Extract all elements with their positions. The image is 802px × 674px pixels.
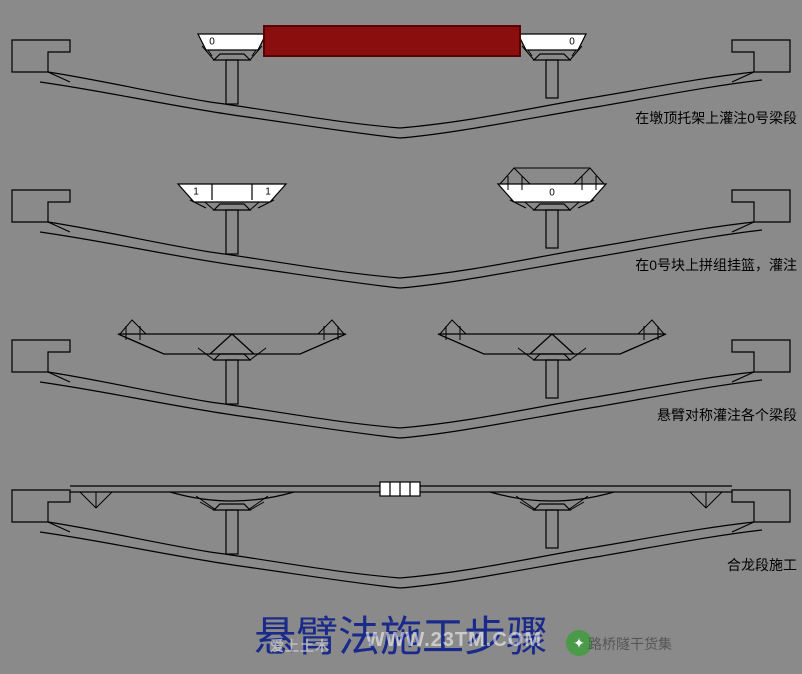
stage-2: 1 1 0: [0, 160, 802, 300]
stage-2-caption: 在0号块上拼组挂篮，灌注: [635, 255, 797, 275]
stage-4: [0, 460, 802, 600]
seg-label: 1: [193, 187, 199, 198]
stage-3-caption: 悬臂对称灌注各个梁段: [657, 405, 797, 425]
pier-left: [198, 348, 266, 404]
watermark-love: 爱上土木: [270, 636, 330, 656]
pier-right: [510, 196, 594, 248]
terrain-line: [48, 522, 754, 578]
right-abutment: [732, 490, 790, 532]
seg-label: 0: [549, 188, 555, 199]
seg-label: 1: [265, 187, 271, 198]
highlight-red-box: [264, 26, 520, 56]
left-abutment: [12, 40, 70, 82]
right-abutment: [732, 190, 790, 232]
seg-label: 0: [569, 37, 575, 48]
watermark-site: WWW.23TM.COM: [366, 629, 542, 652]
terrain-line: [48, 372, 754, 428]
segment-0-right: 0: [518, 34, 586, 50]
stage-4-caption: 合龙段施工: [727, 555, 797, 575]
logo-glyph: ✦: [573, 635, 585, 652]
pier-left: [196, 496, 268, 554]
right-abutment: [732, 340, 790, 382]
stage-1-svg: 0 0: [0, 10, 802, 150]
left-abutment: [12, 490, 70, 532]
pier-left: [202, 46, 262, 104]
terrain-line-2: [40, 530, 762, 588]
pier-right: [522, 46, 582, 98]
segment-0-left: 0: [198, 34, 266, 50]
segment-right-group: 0: [498, 168, 606, 202]
stage-1-caption: 在墩顶托架上灌注0号梁段: [635, 108, 797, 128]
stage-4-svg: [0, 460, 802, 600]
left-abutment: [12, 340, 70, 382]
right-abutment: [732, 40, 790, 82]
stage-3-svg: [0, 310, 802, 450]
seg-label: 0: [209, 37, 215, 48]
full-deck: [70, 482, 732, 508]
left-abutment: [12, 190, 70, 232]
cantilever-left: [118, 320, 346, 354]
stage-1: 0 0: [0, 10, 802, 150]
pier-left: [190, 196, 274, 254]
cantilever-right: [438, 320, 666, 354]
segment-left-group: 1 1: [178, 184, 286, 202]
stage-2-svg: 1 1 0: [0, 160, 802, 300]
watermark-brand: 路桥隧干货集: [588, 634, 672, 654]
pier-right: [516, 496, 588, 548]
terrain-line-2: [40, 380, 762, 438]
stage-3: [0, 310, 802, 450]
pier-right: [518, 348, 586, 398]
